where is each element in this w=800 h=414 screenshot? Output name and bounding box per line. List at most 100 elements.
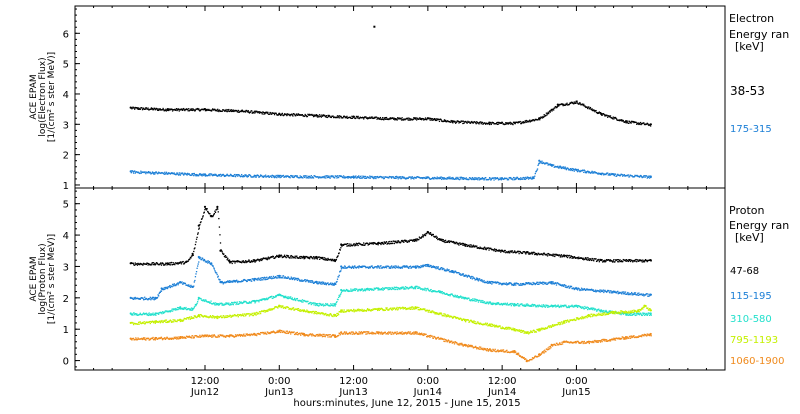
data-point-key — [278, 294, 280, 296]
data-point — [270, 112, 271, 113]
data-point — [529, 252, 530, 253]
data-point — [625, 259, 626, 260]
data-point — [610, 290, 611, 291]
data-point — [414, 117, 415, 118]
data-point — [195, 241, 196, 242]
data-point — [405, 288, 406, 289]
data-point — [330, 177, 331, 178]
data-point — [352, 290, 353, 291]
data-point — [531, 252, 532, 253]
data-point — [294, 257, 295, 258]
data-point — [472, 300, 473, 301]
data-point-key — [161, 287, 163, 289]
data-point — [572, 256, 573, 257]
data-point — [163, 313, 164, 314]
data-point — [422, 266, 423, 267]
data-point — [237, 174, 238, 175]
data-point — [324, 257, 325, 258]
data-point — [196, 237, 197, 238]
data-point — [430, 232, 431, 233]
data-point — [456, 242, 457, 243]
data-point — [479, 179, 480, 180]
data-point — [297, 298, 298, 299]
data-point — [604, 261, 605, 262]
data-point — [205, 208, 206, 209]
data-point — [217, 109, 218, 110]
data-point — [472, 298, 473, 299]
data-point — [482, 302, 483, 303]
data-point — [250, 279, 251, 280]
data-point — [539, 162, 540, 163]
data-point — [474, 179, 475, 180]
data-point — [395, 289, 396, 290]
data-point — [525, 253, 526, 254]
data-point — [365, 116, 366, 117]
data-point — [534, 176, 535, 177]
data-point — [532, 282, 533, 283]
data-point — [481, 178, 482, 179]
data-point — [630, 122, 631, 123]
data-point — [191, 173, 192, 174]
data-point — [364, 288, 365, 289]
data-point — [283, 275, 284, 276]
data-point — [635, 259, 636, 260]
data-point — [134, 312, 135, 313]
data-point — [323, 282, 324, 283]
data-point — [375, 178, 376, 179]
data-point — [359, 177, 360, 178]
data-point — [307, 177, 308, 178]
data-point — [194, 247, 195, 248]
data-point — [370, 267, 371, 268]
data-point — [258, 259, 259, 260]
data-point — [296, 113, 297, 114]
data-point — [271, 177, 272, 178]
data-point — [578, 169, 579, 170]
data-point — [569, 255, 570, 256]
data-point-key — [551, 305, 553, 307]
data-point — [386, 117, 387, 118]
data-point — [583, 170, 584, 171]
data-point — [153, 173, 154, 174]
data-point — [178, 309, 179, 310]
data-point-key — [204, 173, 206, 175]
data-point — [541, 162, 542, 163]
data-point — [143, 322, 144, 323]
data-point — [387, 287, 388, 288]
data-point — [493, 179, 494, 180]
data-point — [569, 287, 570, 288]
y-axis-label-proton: [1/(cm² s ster MeV)] — [47, 234, 57, 324]
data-point — [593, 260, 594, 261]
data-point — [408, 178, 409, 179]
data-point — [513, 305, 514, 306]
data-point — [355, 117, 356, 118]
data-point — [588, 257, 589, 258]
data-point — [254, 176, 255, 177]
data-point — [245, 174, 246, 175]
data-point — [583, 104, 584, 105]
data-point — [521, 303, 522, 304]
data-point — [561, 168, 562, 169]
data-point — [401, 178, 402, 179]
data-point — [463, 121, 464, 122]
data-point — [625, 291, 626, 292]
data-point — [422, 265, 423, 266]
data-point — [335, 305, 336, 306]
data-point — [579, 102, 580, 103]
data-point — [483, 249, 484, 250]
data-point — [301, 301, 302, 302]
data-point — [261, 258, 262, 259]
data-point — [222, 282, 223, 283]
data-point — [379, 268, 380, 269]
data-point — [232, 302, 233, 303]
data-point — [635, 315, 636, 316]
data-point — [218, 211, 219, 212]
data-point — [182, 172, 183, 173]
data-point-key — [192, 253, 194, 255]
data-point-key — [216, 206, 218, 208]
data-point — [202, 258, 203, 259]
data-point — [193, 173, 194, 174]
data-point — [555, 283, 556, 284]
data-point — [256, 177, 257, 178]
data-point — [237, 301, 238, 302]
data-point — [471, 244, 472, 245]
